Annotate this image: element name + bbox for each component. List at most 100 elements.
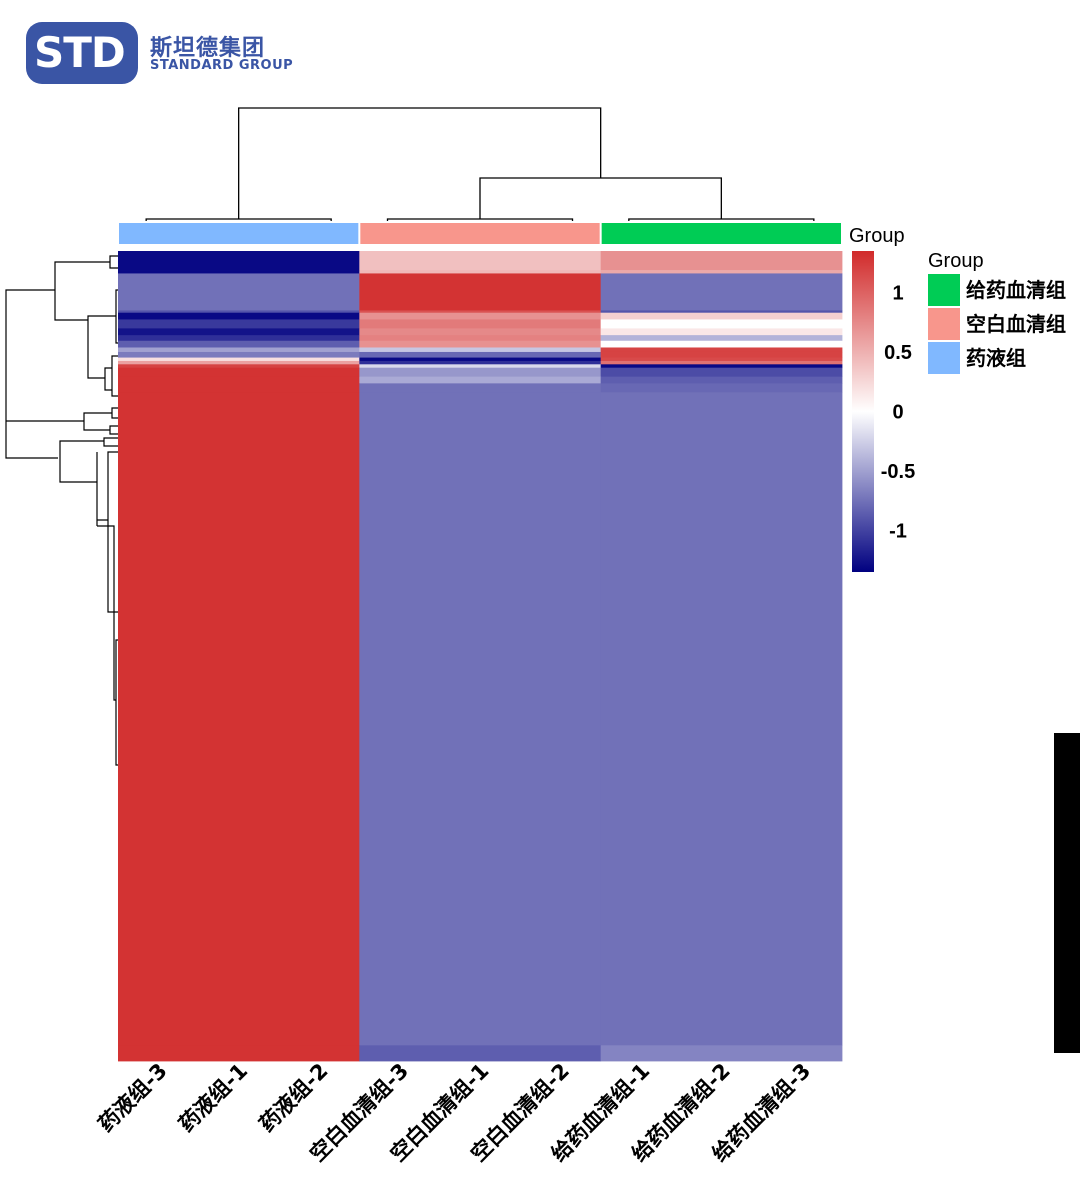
logo-name-cn: 斯坦德集团 bbox=[150, 36, 266, 61]
heatmap-cell bbox=[359, 310, 602, 314]
heatmap-cell bbox=[359, 383, 602, 393]
heatmap-cell bbox=[600, 383, 843, 393]
dendrogram-branch bbox=[97, 525, 116, 701]
heatmap-cell bbox=[359, 312, 602, 320]
dendrogram-branch bbox=[83, 412, 112, 431]
color-scale-ticks: 1 0.5 0 -0.5 -1 bbox=[881, 283, 915, 543]
column-dendrogram bbox=[145, 107, 815, 221]
group-annotation-cell bbox=[360, 223, 600, 244]
heatmap-cell bbox=[359, 360, 602, 365]
dendrogram-branch bbox=[628, 218, 815, 221]
heatmap-cell bbox=[359, 328, 602, 336]
logo: STD 斯坦德集团 STANDARD GROUP bbox=[26, 22, 296, 88]
legend-label: 药液组 bbox=[966, 346, 1026, 370]
heatmap-cell bbox=[600, 357, 843, 362]
heatmap-cell bbox=[600, 328, 843, 336]
heatmap-cell bbox=[359, 347, 602, 353]
dendrogram-branch bbox=[59, 440, 104, 483]
group-annotation-bar bbox=[119, 223, 841, 244]
heatmap-cell bbox=[600, 270, 843, 274]
row-dendrogram bbox=[5, 255, 118, 766]
heatmap-cell bbox=[359, 273, 602, 311]
column-labels: 药液组-3 药液组-1 药液组-2空白血清组-3空白血清组-1空白血清组-2给药血清… bbox=[94, 1059, 816, 1167]
heatmap-cells bbox=[118, 251, 843, 1062]
dendrogram-branch bbox=[145, 218, 332, 221]
heatmap-cell bbox=[600, 310, 843, 314]
heatmap-cell bbox=[118, 335, 360, 342]
heatmap-cell bbox=[359, 376, 602, 384]
heatmap-cell bbox=[118, 270, 360, 274]
dendrogram-branch bbox=[54, 261, 110, 321]
heatmap-cell bbox=[600, 347, 843, 353]
dendrogram-branch bbox=[5, 289, 58, 459]
dendrogram-branch bbox=[107, 451, 118, 613]
legend-title: Group bbox=[928, 250, 984, 272]
heatmap-cell bbox=[359, 340, 602, 348]
color-scale-tick: -1 bbox=[889, 520, 907, 542]
heatmap-cell bbox=[118, 319, 360, 329]
heatmap-cell bbox=[600, 319, 843, 329]
heatmap-cell bbox=[600, 392, 843, 1046]
dendrogram-branch bbox=[115, 289, 118, 344]
group-annotation-cell bbox=[119, 223, 359, 244]
dendrogram-branch bbox=[104, 367, 112, 391]
heatmap-cell bbox=[359, 364, 602, 369]
heatmap-cell bbox=[359, 319, 602, 329]
legend-swatch bbox=[928, 342, 960, 374]
heatmap-cell bbox=[118, 364, 360, 369]
dendrogram-branch bbox=[87, 315, 116, 379]
heatmap-cell bbox=[600, 351, 843, 358]
heatmap-cell bbox=[118, 360, 360, 365]
legend-label: 空白血清组 bbox=[966, 312, 1066, 336]
annotation-label: Group bbox=[849, 225, 905, 247]
color-scale-bar bbox=[852, 251, 874, 572]
heatmap-cell bbox=[118, 310, 360, 314]
heatmap-cell bbox=[118, 1045, 360, 1062]
legend-label: 给药血清组 bbox=[966, 278, 1066, 302]
column-label: 药液组-1 bbox=[174, 1059, 252, 1137]
heatmap-cell bbox=[118, 357, 360, 362]
heatmap-cell bbox=[118, 273, 360, 311]
logo-badge: STD bbox=[26, 22, 138, 84]
heatmap-cell bbox=[600, 367, 843, 378]
legend-swatch bbox=[928, 308, 960, 340]
heatmap-cell bbox=[600, 273, 843, 311]
color-scale-tick: -0.5 bbox=[881, 461, 915, 483]
group-annotation-cell bbox=[601, 223, 841, 244]
heatmap-cell bbox=[600, 364, 843, 369]
heatmap-cell bbox=[118, 312, 360, 320]
heatmap-cell bbox=[359, 335, 602, 342]
heatmap-cell bbox=[600, 1045, 843, 1062]
dendrogram-branch bbox=[111, 355, 118, 397]
color-scale-tick: 0.5 bbox=[884, 342, 912, 364]
dendrogram-branch bbox=[111, 407, 118, 419]
heatmap-cell bbox=[600, 340, 843, 348]
heatmap-cell bbox=[118, 340, 360, 348]
heatmap-cell bbox=[359, 357, 602, 362]
column-label: 药液组-3 bbox=[94, 1059, 172, 1137]
column-label: 药液组-2 bbox=[255, 1059, 333, 1137]
heatmap-cell bbox=[118, 392, 360, 1046]
heatmap-cell bbox=[600, 312, 843, 320]
dendrogram-branch bbox=[109, 255, 118, 269]
edge-bar bbox=[1054, 733, 1080, 1053]
dendrogram-branch bbox=[115, 639, 118, 766]
heatmap-cell bbox=[600, 251, 843, 271]
heatmap-cell bbox=[118, 367, 360, 378]
heatmap-cell bbox=[118, 383, 360, 393]
dendrogram-branch bbox=[96, 452, 108, 526]
logo-name-en: STANDARD GROUP bbox=[150, 58, 294, 73]
dendrogram-branch bbox=[386, 218, 574, 221]
heatmap-cell bbox=[359, 251, 602, 271]
heatmap-cell bbox=[359, 1045, 602, 1062]
legend-swatch bbox=[928, 274, 960, 306]
heatmap-cell bbox=[118, 251, 360, 271]
heatmap-cell bbox=[118, 376, 360, 384]
logo-letters: STD bbox=[34, 28, 126, 77]
heatmap-cell bbox=[600, 360, 843, 365]
color-scale-tick: 1 bbox=[892, 283, 903, 305]
heatmap-cell bbox=[600, 376, 843, 384]
heatmap-cell bbox=[118, 347, 360, 353]
